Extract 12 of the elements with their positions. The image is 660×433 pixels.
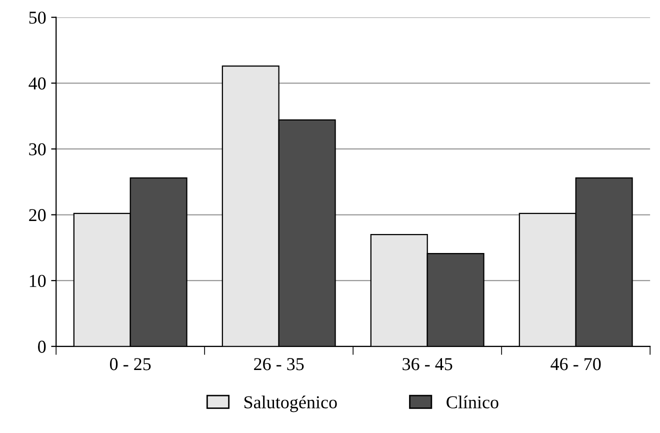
y-tick-label: 0 [38, 340, 46, 353]
y-tick-label: 10 [30, 274, 46, 288]
y-tick-label: 20 [29, 209, 46, 222]
x-tick-label: 36 - 45 [402, 358, 452, 370]
x-tick-label: 0 - 25 [110, 358, 151, 370]
legend-label: Salutogénico [244, 396, 337, 412]
y-tick-label: 50 [29, 12, 46, 24]
x-tick-label: 46 - 70 [550, 358, 601, 370]
y-tick-label: 40 [28, 77, 46, 90]
y-tick-label: 30 [29, 143, 46, 156]
x-tick-label: 26 - 35 [254, 358, 304, 370]
legend-label: Clínico [446, 396, 498, 408]
